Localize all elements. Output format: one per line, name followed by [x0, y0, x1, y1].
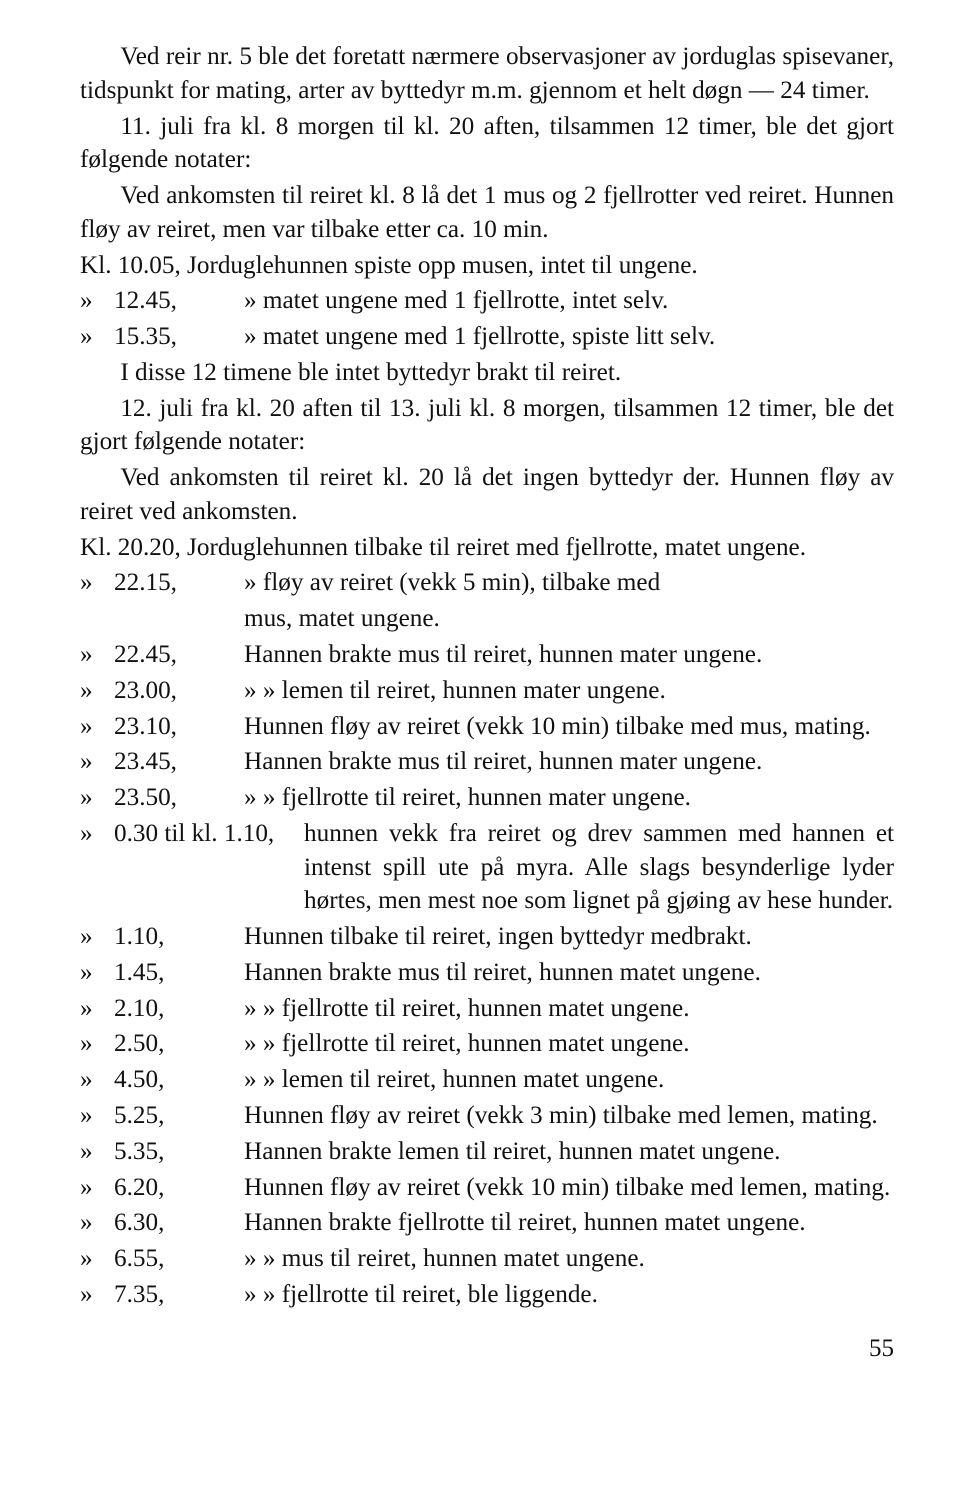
observation-entry: » 6.55, » » mus til reiret, hunnen matet…: [80, 1242, 894, 1276]
entry-time: 15.35,: [114, 320, 244, 354]
entry-time: 1.45,: [114, 956, 244, 990]
entry-mark: »: [80, 710, 114, 744]
entry-mark: »: [80, 284, 114, 318]
paragraph: I disse 12 timene ble intet byttedyr bra…: [80, 356, 894, 390]
entry-text: Hannen brakte fjellrotte til reiret, hun…: [244, 1206, 894, 1240]
observation-entry: » 5.25, Hunnen fløy av reiret (vekk 3 mi…: [80, 1099, 894, 1133]
observation-entry: » 22.15, » fløy av reiret (vekk 5 min), …: [80, 566, 894, 600]
entry-text: Hunnen fløy av reiret (vekk 10 min) tilb…: [244, 710, 894, 744]
observation-entry: » 23.45, Hannen brakte mus til reiret, h…: [80, 745, 894, 779]
entry-text: » » lemen til reiret, hunnen matet ungen…: [244, 1063, 894, 1097]
paragraph: 11. juli fra kl. 8 morgen til kl. 20 aft…: [80, 110, 894, 178]
entry-text: Hannen brakte lemen til reiret, hunnen m…: [244, 1135, 894, 1169]
entry-text: Hunnen tilbake til reiret, ingen byttedy…: [244, 920, 894, 954]
paragraph: Ved ankomsten til reiret kl. 8 lå det 1 …: [80, 179, 894, 247]
entry-time: 22.45,: [114, 638, 244, 672]
entry-mark: »: [80, 817, 114, 918]
entry-mark: »: [80, 956, 114, 990]
entry-mark: »: [80, 920, 114, 954]
entry-time: 5.35,: [114, 1135, 244, 1169]
entry-continuation: mus, matet ungene.: [80, 602, 894, 636]
entry-mark: »: [80, 1099, 114, 1133]
entry-text: Hunnen fløy av reiret (vekk 3 min) tilba…: [244, 1099, 894, 1133]
entry-time: 23.50,: [114, 781, 244, 815]
entry-mark: »: [80, 1135, 114, 1169]
entry-time: 23.10,: [114, 710, 244, 744]
entry-text: » » fjellrotte til reiret, hunnen mater …: [244, 781, 894, 815]
observation-entry: » 22.45, Hannen brakte mus til reiret, h…: [80, 638, 894, 672]
entry-mark: »: [80, 1027, 114, 1061]
page-number: 55: [80, 1332, 894, 1366]
entry-text: » matet ungene med 1 fjellrotte, spiste …: [244, 320, 894, 354]
observation-entry: » 2.50, » » fjellrotte til reiret, hunne…: [80, 1027, 894, 1061]
entry-time: 7.35,: [114, 1278, 244, 1312]
entry-text: Hunnen fløy av reiret (vekk 10 min) tilb…: [244, 1171, 894, 1205]
entry-mark: »: [80, 745, 114, 779]
entry-text: Hannen brakte mus til reiret, hunnen mat…: [244, 638, 894, 672]
entry-text: Hannen brakte mus til reiret, hunnen mat…: [244, 956, 894, 990]
observation-line: Kl. 20.20, Jorduglehunnen tilbake til re…: [80, 531, 894, 565]
observation-line: Kl. 10.05, Jorduglehunnen spiste opp mus…: [80, 249, 894, 283]
observation-entry: » 23.50, » » fjellrotte til reiret, hunn…: [80, 781, 894, 815]
observation-entry: » 5.35, Hannen brakte lemen til reiret, …: [80, 1135, 894, 1169]
entry-time: 23.00,: [114, 674, 244, 708]
entry-text: Hannen brakte mus til reiret, hunnen mat…: [244, 745, 894, 779]
paragraph: Ved reir nr. 5 ble det foretatt nærmere …: [80, 40, 894, 108]
entry-text: » matet ungene med 1 fjellrotte, intet s…: [244, 284, 894, 318]
observation-entry: » 1.45, Hannen brakte mus til reiret, hu…: [80, 956, 894, 990]
observation-entry: » 23.10, Hunnen fløy av reiret (vekk 10 …: [80, 710, 894, 744]
entry-time: 0.30 til kl. 1.10,: [114, 817, 304, 918]
entry-mark: »: [80, 781, 114, 815]
entry-time: 5.25,: [114, 1099, 244, 1133]
paragraph: 12. juli fra kl. 20 aften til 13. juli k…: [80, 392, 894, 460]
entry-text: hunnen vekk fra reiret og drev sammen me…: [304, 817, 894, 918]
entry-text: » » fjellrotte til reiret, ble liggende.: [244, 1278, 894, 1312]
entry-time: 12.45,: [114, 284, 244, 318]
observation-entry: » 15.35, » matet ungene med 1 fjellrotte…: [80, 320, 894, 354]
entry-mark: »: [80, 1278, 114, 1312]
observation-entry: » 4.50, » » lemen til reiret, hunnen mat…: [80, 1063, 894, 1097]
entry-time: 22.15,: [114, 566, 244, 600]
observation-entry: » 7.35, » » fjellrotte til reiret, ble l…: [80, 1278, 894, 1312]
entry-mark: »: [80, 320, 114, 354]
entry-time: 2.10,: [114, 992, 244, 1026]
entry-text: » » lemen til reiret, hunnen mater ungen…: [244, 674, 894, 708]
entry-time: 6.55,: [114, 1242, 244, 1276]
observation-entry: » 23.00, » » lemen til reiret, hunnen ma…: [80, 674, 894, 708]
paragraph: Ved ankomsten til reiret kl. 20 lå det i…: [80, 461, 894, 529]
entry-mark: »: [80, 674, 114, 708]
entry-text: » » mus til reiret, hunnen matet ungene.: [244, 1242, 894, 1276]
entry-mark: »: [80, 1063, 114, 1097]
entry-mark: »: [80, 1242, 114, 1276]
observation-entry: » 6.20, Hunnen fløy av reiret (vekk 10 m…: [80, 1171, 894, 1205]
observation-entry: » 2.10, » » fjellrotte til reiret, hunne…: [80, 992, 894, 1026]
entry-text: » fløy av reiret (vekk 5 min), tilbake m…: [244, 566, 894, 600]
entry-time: 1.10,: [114, 920, 244, 954]
observation-entry: » 1.10, Hunnen tilbake til reiret, ingen…: [80, 920, 894, 954]
entry-time: 23.45,: [114, 745, 244, 779]
entry-mark: »: [80, 638, 114, 672]
observation-entry: » 12.45, » matet ungene med 1 fjellrotte…: [80, 284, 894, 318]
entry-mark: »: [80, 566, 114, 600]
entry-mark: »: [80, 1171, 114, 1205]
observation-entry: » 6.30, Hannen brakte fjellrotte til rei…: [80, 1206, 894, 1240]
entry-time: 2.50,: [114, 1027, 244, 1061]
entry-text: » » fjellrotte til reiret, hunnen matet …: [244, 1027, 894, 1061]
observation-entry: » 0.30 til kl. 1.10, hunnen vekk fra rei…: [80, 817, 894, 918]
entry-time: 4.50,: [114, 1063, 244, 1097]
entry-time: 6.30,: [114, 1206, 244, 1240]
entry-mark: »: [80, 992, 114, 1026]
entry-time: 6.20,: [114, 1171, 244, 1205]
entry-mark: »: [80, 1206, 114, 1240]
entry-text: » » fjellrotte til reiret, hunnen matet …: [244, 992, 894, 1026]
